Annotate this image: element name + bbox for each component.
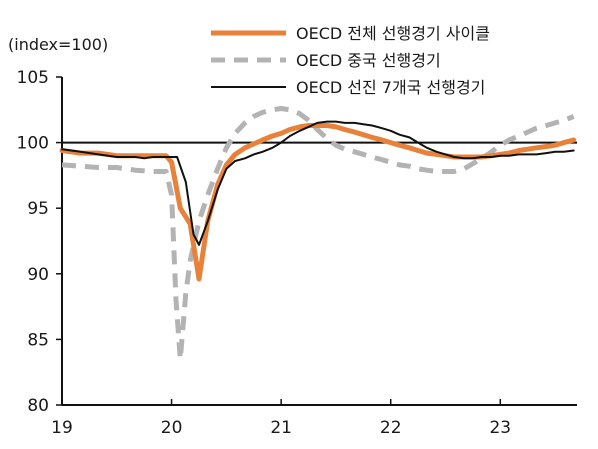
legend: OECD 전체 선행경기 사이클 OECD 중국 선행경기 OECD 선진 7개국 … <box>211 24 490 97</box>
series-line-1 <box>59 123 577 282</box>
y-tick-label: 85 <box>27 330 49 350</box>
axes-group: 80 85 90 95 100 105 19 20 21 22 23 <box>17 68 577 438</box>
series-line-3 <box>61 120 575 246</box>
y-tick-label: 95 <box>27 199 49 219</box>
x-tick-label: 19 <box>51 418 73 438</box>
y-tick-label: 105 <box>17 68 49 88</box>
x-tick-label: 23 <box>489 418 511 438</box>
series-line-2 <box>61 106 575 362</box>
y-tick-label: 90 <box>27 265 49 285</box>
series-group <box>59 106 577 362</box>
x-tick-label: 21 <box>270 418 292 438</box>
legend-label-3: OECD 선진 7개국 선행경기 <box>296 78 485 97</box>
x-tick-label: 20 <box>161 418 183 438</box>
y-tick-label: 80 <box>27 396 49 416</box>
y-tick-label: 100 <box>17 134 49 154</box>
y-unit-label: (index=100) <box>8 35 108 54</box>
legend-label-2: OECD 중국 선행경기 <box>296 51 441 70</box>
x-tick-label: 22 <box>380 418 402 438</box>
legend-label-1: OECD 전체 선행경기 사이클 <box>296 24 490 43</box>
